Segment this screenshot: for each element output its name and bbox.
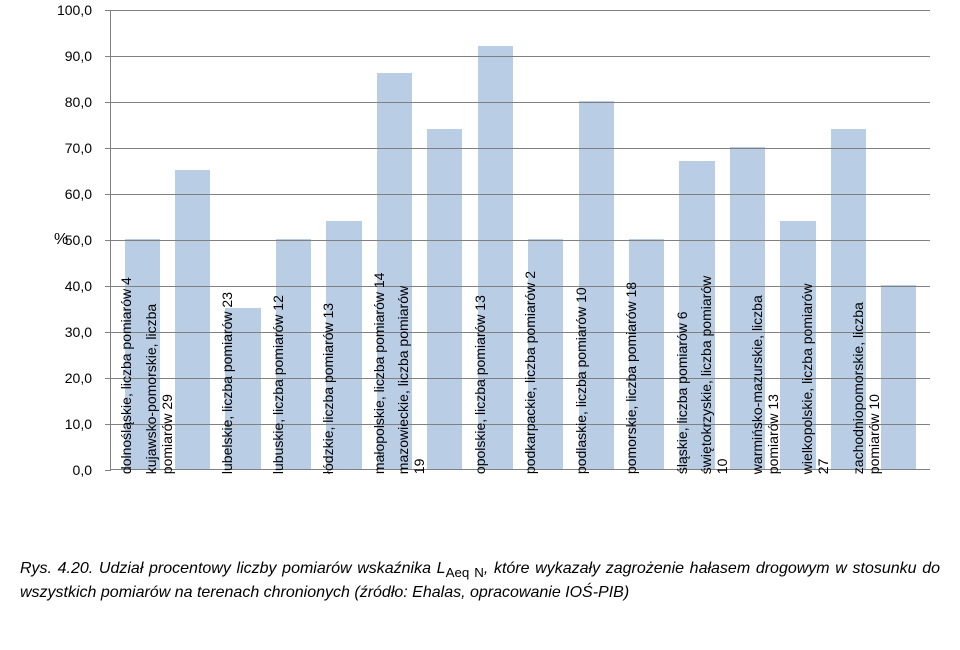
x-label: podlaskie, liczba pomiarów 10 <box>572 287 588 474</box>
x-label-cell: dolnośląskie, liczba pomiarów 4 <box>116 470 167 550</box>
y-tick-label: 60,0 <box>65 186 92 202</box>
x-label: małopolskie, liczba pomiarów 14 <box>370 272 386 474</box>
gridline <box>111 56 930 57</box>
y-tick <box>105 424 111 425</box>
x-label-cell: lubuskie, liczba pomiarów 12 <box>268 470 319 550</box>
x-label-cell: małopolskie, liczba pomiarów 14 <box>369 470 420 550</box>
y-tick-label: 10,0 <box>65 416 92 432</box>
y-tick-label: 100,0 <box>57 2 92 18</box>
y-tick <box>105 332 111 333</box>
x-label: wielkopolskie, liczba pomiarów 27 <box>799 283 831 474</box>
bar <box>427 129 462 469</box>
x-label: kujawsko-pomorskie, liczba pomiarów 29 <box>142 304 174 474</box>
y-tick-label: 80,0 <box>65 94 92 110</box>
y-tick <box>105 378 111 379</box>
y-tick-label: 90,0 <box>65 48 92 64</box>
x-label-cell: kujawsko-pomorskie, liczba pomiarów 29 <box>167 470 218 550</box>
x-label: lubuskie, liczba pomiarów 12 <box>269 295 285 474</box>
figure-caption: Rys. 4.20. Udział procentowy liczby pomi… <box>20 558 940 604</box>
x-label: warmińsko-mazurskie, liczba pomiarów 13 <box>748 295 780 474</box>
y-tick-label: 50,0 <box>65 232 92 248</box>
y-tick <box>105 240 111 241</box>
y-tick-label: 40,0 <box>65 278 92 294</box>
x-label-cell: pomorskie, liczba pomiarów 18 <box>621 470 672 550</box>
x-label: mazowieckie, liczba pomiarów 19 <box>395 286 427 474</box>
x-label: dolnośląskie, liczba pomiarów 4 <box>118 277 134 474</box>
y-tick <box>105 10 111 11</box>
x-label-cell: opolskie, liczba pomiarów 13 <box>470 470 521 550</box>
x-label-cell: podkarpackie, liczba pomiarów 2 <box>520 470 571 550</box>
x-label: zachodniopomorskie, liczba pomiarów 10 <box>849 302 881 474</box>
y-tick <box>105 286 111 287</box>
y-tick-label: 20,0 <box>65 370 92 386</box>
y-tick <box>105 56 111 57</box>
y-tick <box>105 194 111 195</box>
x-label: lubelskie, liczba pomiarów 23 <box>219 292 235 474</box>
x-label-cell: warmińsko-mazurskie, liczba pomiarów 13 <box>773 470 824 550</box>
y-tick-label: 30,0 <box>65 324 92 340</box>
caption-text-a: Udział procentowy liczby pomiarów wskaźn… <box>93 560 445 577</box>
x-label: podkarpackie, liczba pomiarów 2 <box>522 271 538 474</box>
gridline <box>111 10 930 11</box>
x-label-cell: śląskie, liczba pomiarów 6 <box>672 470 723 550</box>
gridline <box>111 240 930 241</box>
y-tick <box>105 148 111 149</box>
caption-figref: Rys. 4.20. <box>20 560 93 577</box>
x-label: pomorskie, liczba pomiarów 18 <box>623 282 639 474</box>
y-tick-label: 70,0 <box>65 140 92 156</box>
gridline <box>111 194 930 195</box>
y-tick <box>105 102 111 103</box>
chart-container: 0,010,020,030,040,050,060,070,080,090,01… <box>20 10 940 550</box>
x-label: łódzkie, liczba pomiarów 13 <box>320 303 336 474</box>
x-label-cell: łódzkie, liczba pomiarów 13 <box>318 470 369 550</box>
y-tick-label: 0,0 <box>73 462 92 478</box>
gridline <box>111 148 930 149</box>
x-label: świętokrzyskie, liczba pomiarów 10 <box>698 276 730 474</box>
gridline <box>111 102 930 103</box>
x-label-cell: lubelskie, liczba pomiarów 23 <box>217 470 268 550</box>
bar <box>881 285 916 469</box>
x-label-cell: wielkopolskie, liczba pomiarów 27 <box>823 470 874 550</box>
x-label-cell: zachodniopomorskie, liczba pomiarów 10 <box>874 470 925 550</box>
y-axis-unit: % <box>54 231 68 249</box>
x-label-cell: mazowieckie, liczba pomiarów 19 <box>419 470 470 550</box>
x-label-cell: podlaskie, liczba pomiarów 10 <box>571 470 622 550</box>
x-label: opolskie, liczba pomiarów 13 <box>471 295 487 474</box>
x-label-cell: świętokrzyskie, liczba pomiarów 10 <box>722 470 773 550</box>
x-axis-labels: dolnośląskie, liczba pomiarów 4kujawsko-… <box>110 470 930 550</box>
caption-subscript: Aeq N <box>446 565 484 580</box>
x-label: śląskie, liczba pomiarów 6 <box>673 311 689 474</box>
